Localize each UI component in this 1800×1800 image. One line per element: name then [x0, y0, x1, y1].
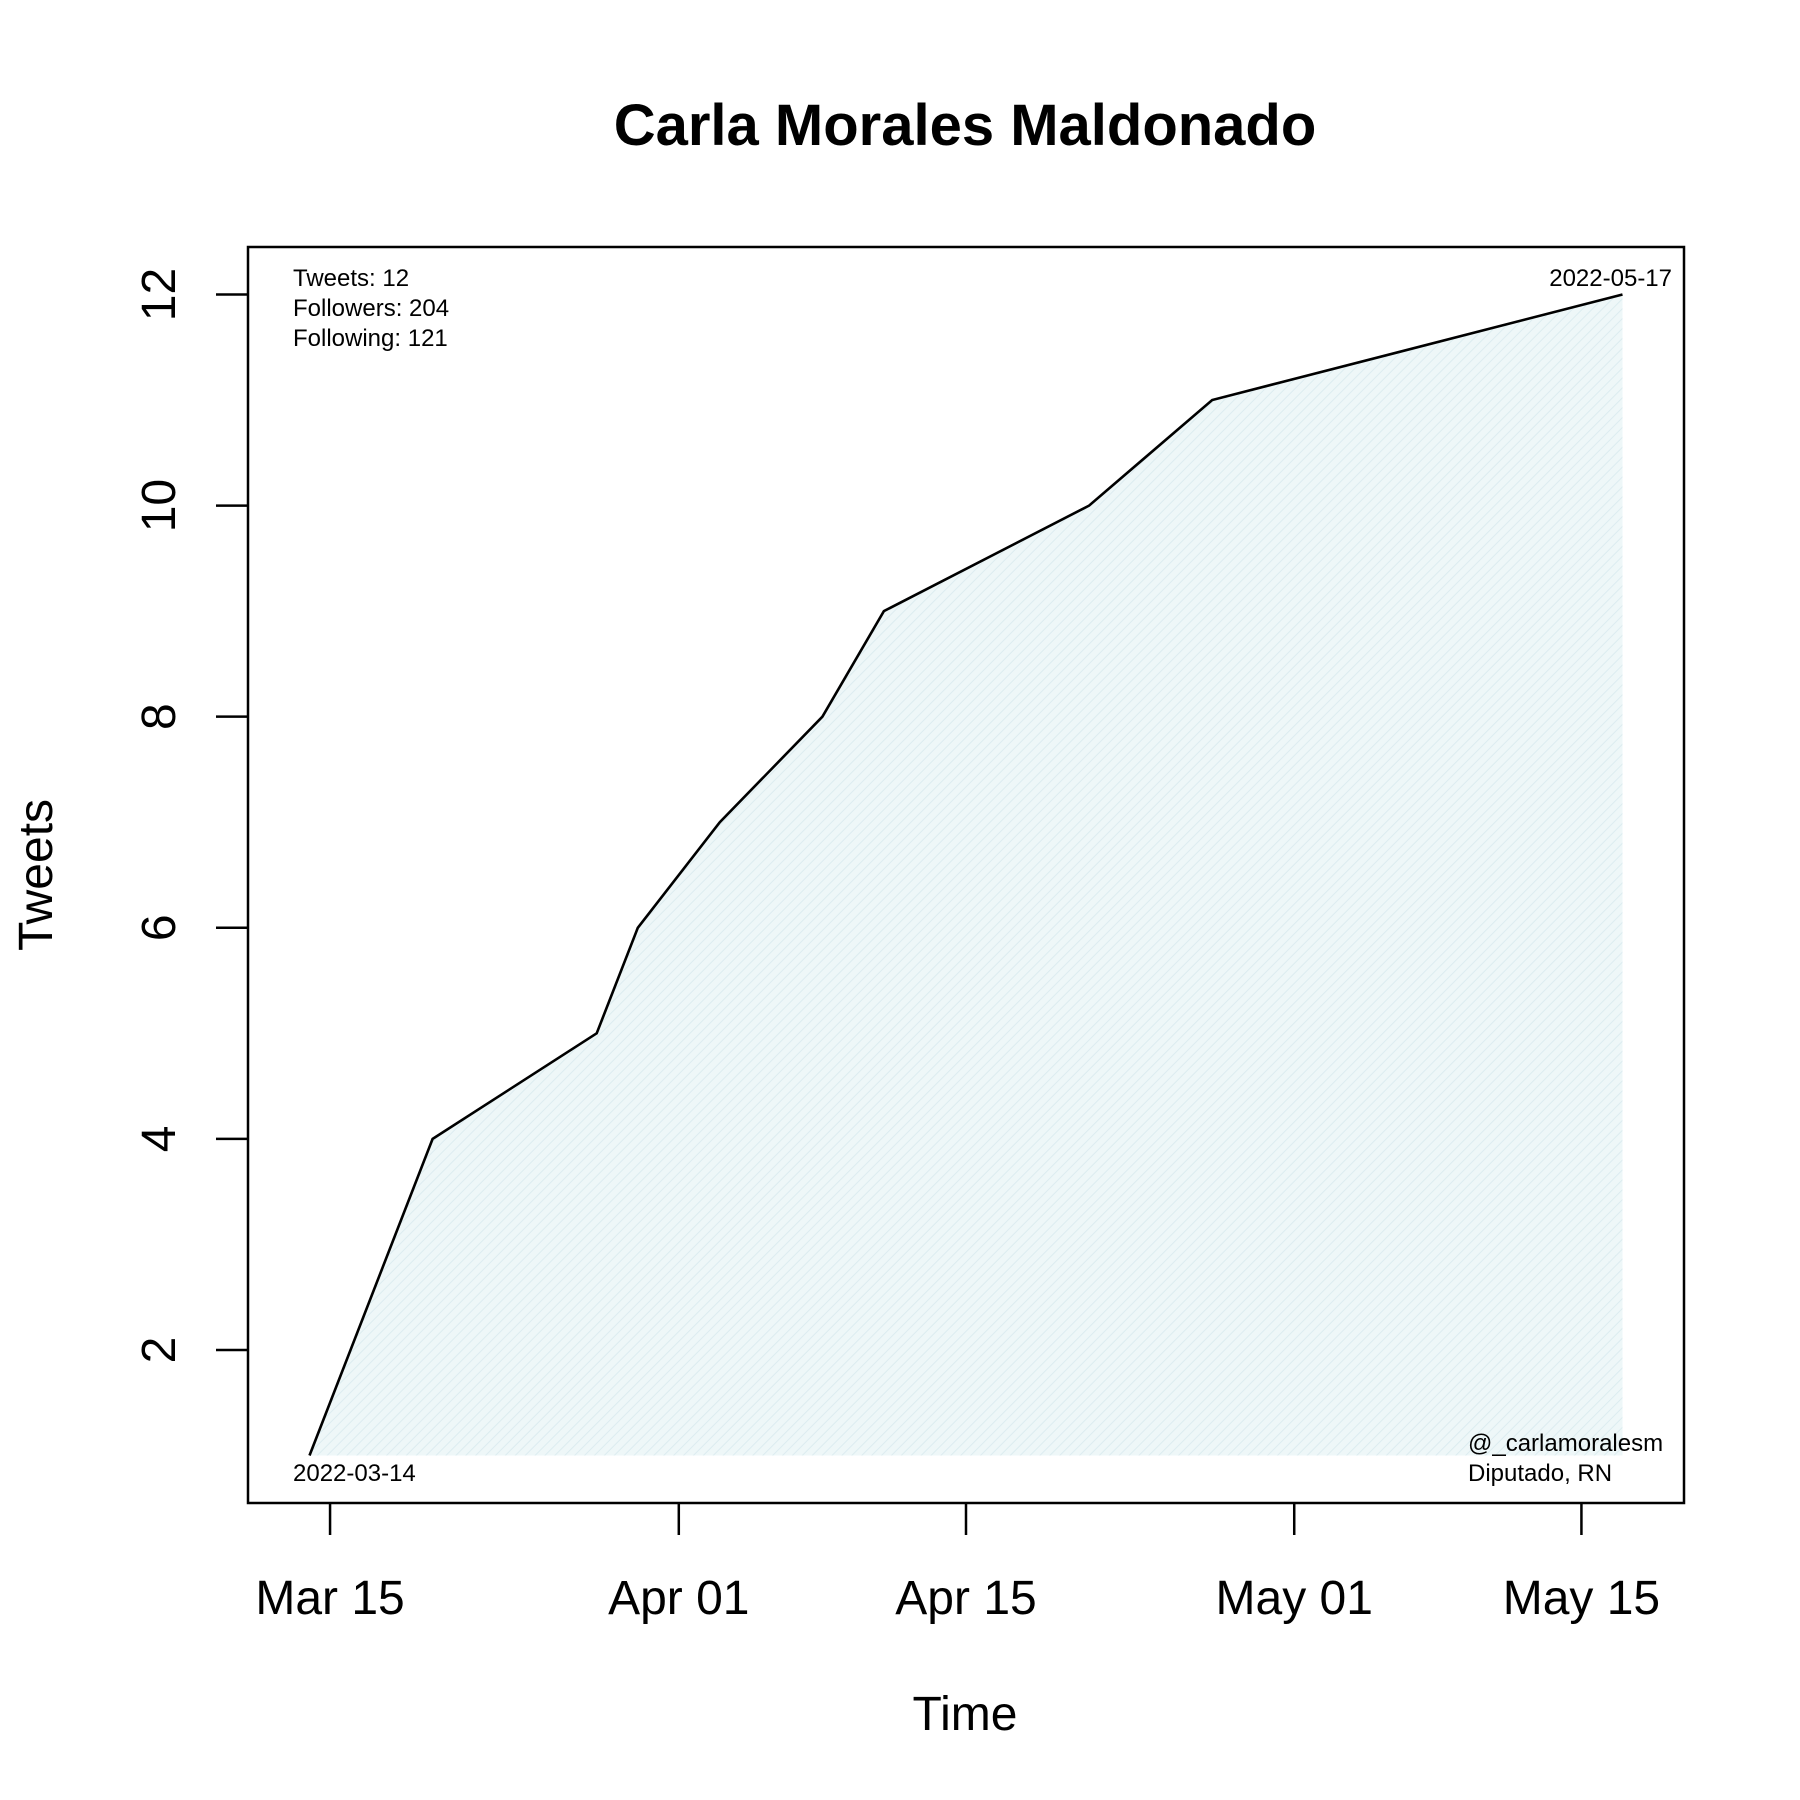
area-fill — [309, 294, 1623, 1456]
x-tick-label: May 01 — [1216, 1572, 1373, 1625]
role-label: Diputado, RN — [1468, 1460, 1612, 1487]
x-tick-label: Apr 01 — [608, 1572, 749, 1625]
x-tick-label: May 15 — [1503, 1572, 1660, 1625]
following-count-label: Following: 121 — [293, 325, 448, 352]
y-tick-label: 10 — [133, 479, 186, 532]
y-tick-label: 6 — [133, 914, 186, 941]
series-line — [308, 293, 1623, 1456]
chart-title: Carla Morales Maldonado — [614, 93, 1317, 158]
x-axis-title: Time — [913, 1688, 1018, 1741]
plot-area — [246, 245, 1686, 1505]
y-tick-label: 12 — [133, 268, 186, 321]
tweets-count-label: Tweets: 12 — [293, 265, 409, 292]
y-tick-label: 2 — [133, 1337, 186, 1364]
handle-label: @_carlamoralesm — [1468, 1430, 1663, 1457]
followers-count-label: Followers: 204 — [293, 295, 449, 322]
x-axis: Mar 15 Apr 01 Apr 15 May 01 May 15 — [255, 1503, 1660, 1625]
y-axis: 2 4 6 8 10 12 — [133, 268, 248, 1364]
end-date-label: 2022-05-17 — [1549, 265, 1672, 292]
y-tick-label: 8 — [133, 703, 186, 730]
x-tick-label: Apr 15 — [895, 1572, 1036, 1625]
y-tick-label: 4 — [133, 1126, 186, 1153]
y-axis-title: Tweets — [10, 799, 63, 951]
x-tick-label: Mar 15 — [255, 1572, 404, 1625]
start-date-label: 2022-03-14 — [293, 1460, 416, 1487]
